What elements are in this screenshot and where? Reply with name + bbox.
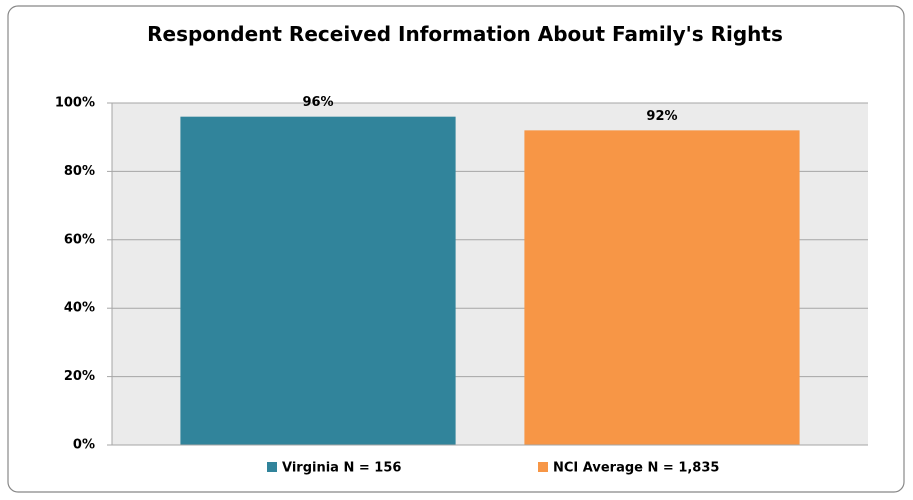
legend-label: NCI Average N = 1,835 [553,461,719,476]
y-tick-label: 100% [55,96,95,111]
bar [524,130,800,446]
legend-label: Virginia N = 156 [282,461,401,476]
legend-swatch [267,462,277,472]
data-label: 92% [646,109,677,124]
y-tick-label: 0% [73,438,95,453]
data-label: 96% [302,95,333,110]
y-tick-label: 60% [64,232,95,247]
legend-swatch [538,462,548,472]
y-tick-label: 20% [64,369,95,384]
bar [180,116,456,446]
chart-title: Respondent Received Information About Fa… [147,22,783,46]
y-tick-label: 80% [64,164,95,179]
y-tick-label: 40% [64,301,95,316]
